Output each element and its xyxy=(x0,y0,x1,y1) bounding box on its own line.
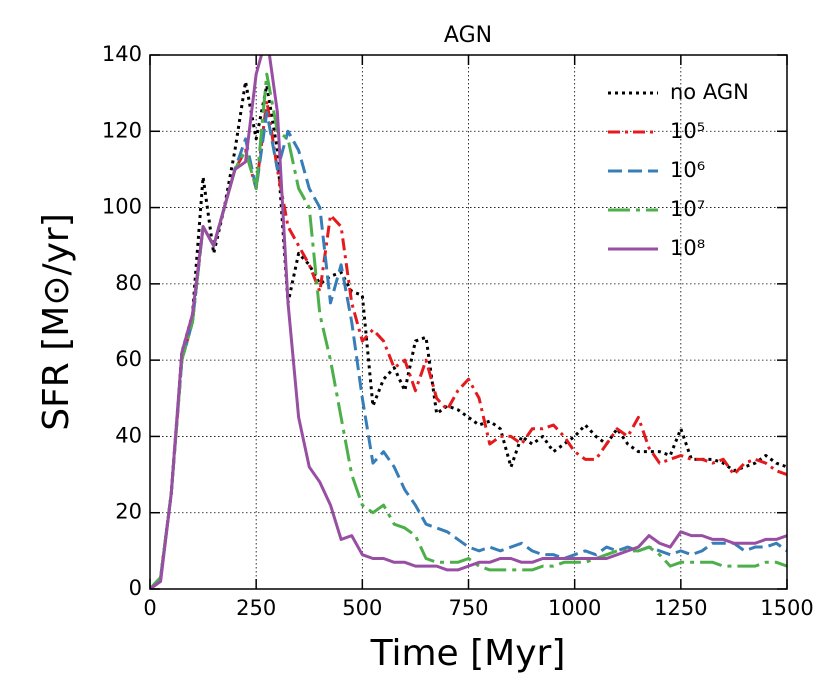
series-line xyxy=(150,55,787,589)
x-tick-label: 1250 xyxy=(654,596,707,620)
legend-label: 10⁶ xyxy=(670,158,705,182)
lines xyxy=(150,55,787,589)
x-tick-label: 1000 xyxy=(548,596,601,620)
x-tick-label: 750 xyxy=(448,596,488,620)
x-tick-label: 1500 xyxy=(760,596,813,620)
legend-label: 10⁸ xyxy=(670,236,705,260)
y-tick-label: 80 xyxy=(115,271,142,295)
series-line xyxy=(150,80,787,589)
x-tick-label: 250 xyxy=(236,596,276,620)
x-tick-label: 0 xyxy=(143,596,156,620)
y-tick-label: 60 xyxy=(115,347,142,371)
y-tick-label: 140 xyxy=(102,42,142,66)
y-tick-label: 0 xyxy=(129,576,142,600)
chart-title: AGN xyxy=(444,23,492,48)
y-tick-label: 40 xyxy=(115,423,142,447)
x-axis-label: Time [Myr] xyxy=(370,633,566,674)
y-tick-label: 100 xyxy=(102,195,142,219)
y-tick-label: 20 xyxy=(115,500,142,524)
legend-label: 10⁷ xyxy=(670,197,705,221)
y-tick-label: 120 xyxy=(102,118,142,142)
legend-label: no AGN xyxy=(670,80,749,104)
legend: no AGN 10⁵ 10⁶ 10⁷ 10⁸ xyxy=(608,80,749,260)
series-line xyxy=(150,72,787,589)
y-axis-label: SFR [M⊙/yr] xyxy=(36,213,77,431)
x-tick-label: 500 xyxy=(342,596,382,620)
legend-label: 10⁵ xyxy=(670,119,705,143)
